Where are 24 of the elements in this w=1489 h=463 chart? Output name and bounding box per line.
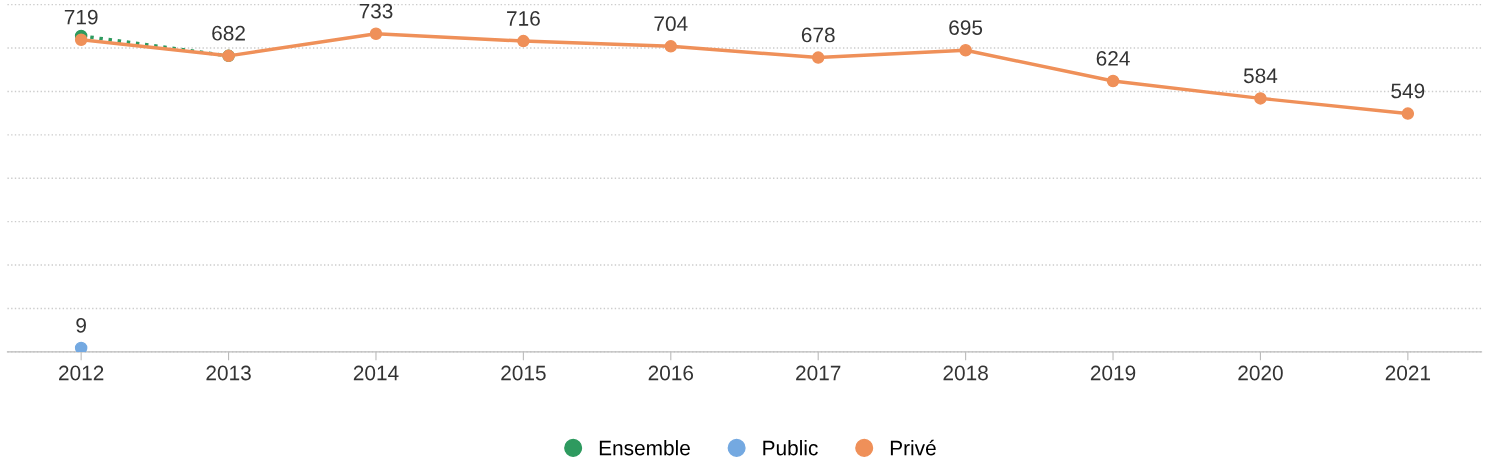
data-label: 716 bbox=[507, 11, 540, 26]
legend-label: Privé bbox=[890, 439, 936, 456]
legend-label: Public bbox=[763, 440, 818, 456]
data-label: 9 bbox=[76, 317, 86, 333]
data-label: 624 bbox=[1096, 51, 1130, 66]
data-label: 682 bbox=[212, 25, 245, 41]
data-label: 733 bbox=[359, 3, 393, 19]
x-tick-label: 2013 bbox=[206, 365, 251, 381]
x-tick-label: 2016 bbox=[648, 365, 694, 381]
data-label: 678 bbox=[801, 27, 835, 43]
x-tick-label: 2021 bbox=[1385, 365, 1431, 381]
x-tick-label: 2017 bbox=[796, 365, 841, 381]
x-tick-label: 2014 bbox=[353, 365, 399, 381]
x-tick-label: 2012 bbox=[59, 365, 104, 381]
x-tick-label: 2019 bbox=[1090, 365, 1136, 381]
x-tick-label: 2015 bbox=[501, 365, 546, 381]
legend-label: Ensemble bbox=[599, 440, 690, 456]
x-tick-label: 2018 bbox=[943, 365, 988, 381]
data-label: 704 bbox=[654, 16, 688, 32]
x-tick-label: 2020 bbox=[1238, 365, 1283, 381]
data-label: 695 bbox=[949, 20, 983, 35]
data-label: 719 bbox=[64, 9, 98, 25]
data-label: 584 bbox=[1243, 68, 1278, 84]
data-label: 549 bbox=[1391, 83, 1425, 99]
